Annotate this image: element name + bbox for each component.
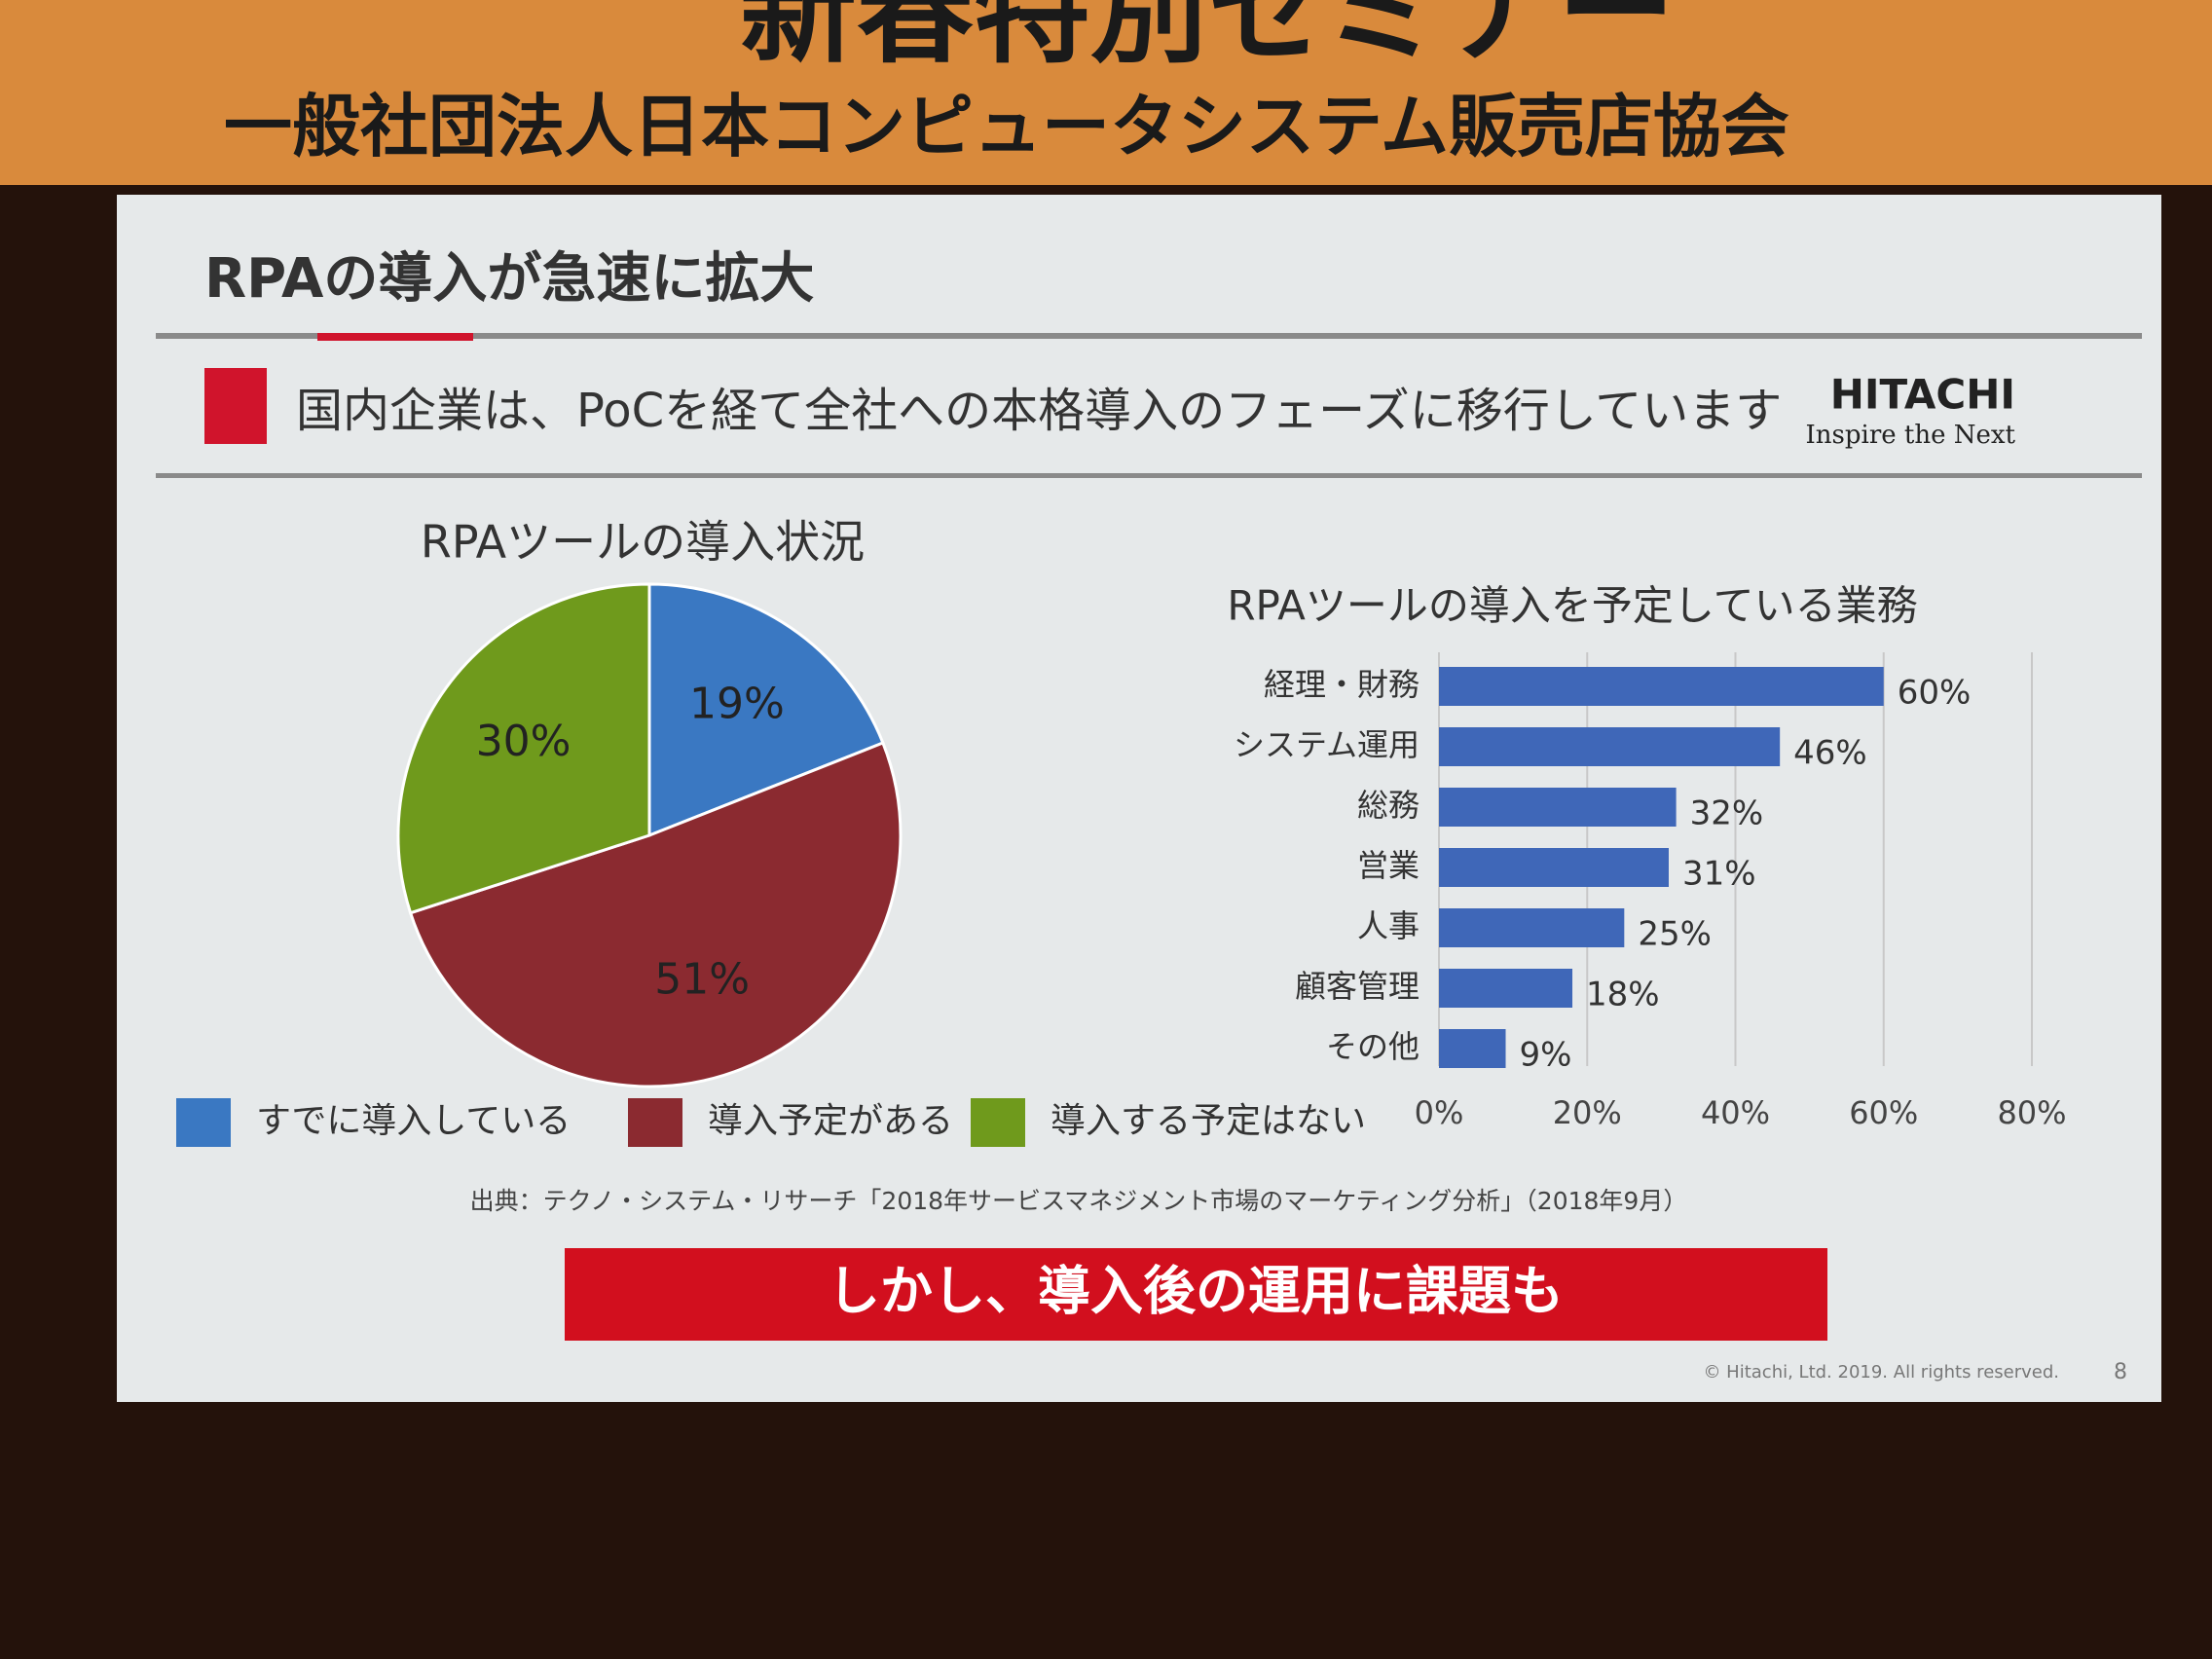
banner-organization: 一般社団法人日本コンピュータシステム販売店協会 [224, 87, 1789, 166]
x-tick-label: 20% [1553, 1094, 1622, 1131]
source: 出典：テクノ・システム・リサーチ「2018年サービスマネジメント市場のマーケティ… [470, 1187, 1688, 1215]
bar-value-label: 60% [1898, 674, 1972, 713]
x-tick-label: 0% [1415, 1094, 1464, 1131]
pie-value-label: 51% [654, 955, 750, 1005]
bar [1439, 1029, 1506, 1068]
bar [1439, 727, 1781, 766]
headline: 国内企業は、PoCを経て全社への本格導入のフェーズに移行しています [296, 384, 1782, 438]
title-accent [317, 333, 473, 341]
category-label: 人事 [1357, 907, 1419, 944]
bar [1439, 908, 1625, 947]
category-label: 経理・財務 [1264, 666, 1419, 703]
banner [0, 0, 2212, 185]
legend-swatch [176, 1098, 231, 1147]
bar-value-label: 25% [1638, 915, 1712, 954]
bar-value-label: 9% [1520, 1036, 1572, 1075]
pie-slice [647, 582, 885, 838]
legend-label: すでに導入している [256, 1101, 571, 1141]
pie-slice [408, 741, 903, 1088]
bar-value-label: 18% [1586, 976, 1660, 1014]
callout: しかし、導入後の運用に課題も [828, 1261, 1564, 1322]
pie-slice [396, 582, 651, 915]
bar-value-label: 46% [1793, 734, 1867, 773]
logo-tagline: Inspire the Next [1806, 421, 2016, 450]
x-tick-label: 60% [1849, 1094, 1918, 1131]
logo-name: HITACHI [1830, 371, 2015, 419]
page-number: 8 [2114, 1360, 2127, 1384]
bar-title: RPAツールの導入を予定している業務 [1227, 582, 1917, 630]
title-rule [156, 333, 2142, 339]
x-tick-label: 80% [1997, 1094, 2066, 1131]
pie-value-label: 30% [476, 717, 571, 766]
category-label: 顧客管理 [1295, 968, 1419, 1005]
bar [1439, 788, 1677, 827]
headline-rule [156, 473, 2142, 478]
category-label: 総務 [1357, 787, 1419, 824]
category-label: その他 [1326, 1028, 1419, 1065]
legend-swatch [971, 1098, 1025, 1147]
pie-value-label: 19% [689, 680, 785, 729]
callout-box [565, 1248, 1827, 1341]
bar [1439, 969, 1573, 1008]
banner-title: 新春特別セミナー [740, 0, 1675, 80]
category-label: 営業 [1357, 847, 1419, 884]
bar [1439, 667, 1884, 706]
bar-value-label: 32% [1690, 794, 1764, 833]
headline-marker [204, 368, 267, 444]
category-label: システム運用 [1234, 726, 1419, 763]
copyright: © Hitachi, Ltd. 2019. All rights reserve… [1703, 1362, 2059, 1382]
bar-value-label: 31% [1682, 855, 1756, 894]
legend-label: 導入予定がある [708, 1101, 953, 1141]
pie-title: RPAツールの導入状況 [421, 516, 865, 569]
legend-swatch [628, 1098, 682, 1147]
x-tick-label: 40% [1701, 1094, 1770, 1131]
slide-title: RPAの導入が急速に拡大 [204, 247, 814, 311]
legend-label: 導入する予定はない [1051, 1101, 1366, 1141]
bar [1439, 848, 1669, 887]
